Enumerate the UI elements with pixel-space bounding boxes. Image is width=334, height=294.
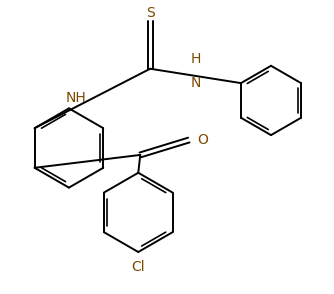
Text: O: O [198, 133, 208, 147]
Text: S: S [146, 6, 155, 20]
Text: N: N [190, 76, 201, 90]
Text: Cl: Cl [132, 260, 145, 274]
Text: NH: NH [66, 91, 87, 106]
Text: H: H [190, 52, 201, 66]
